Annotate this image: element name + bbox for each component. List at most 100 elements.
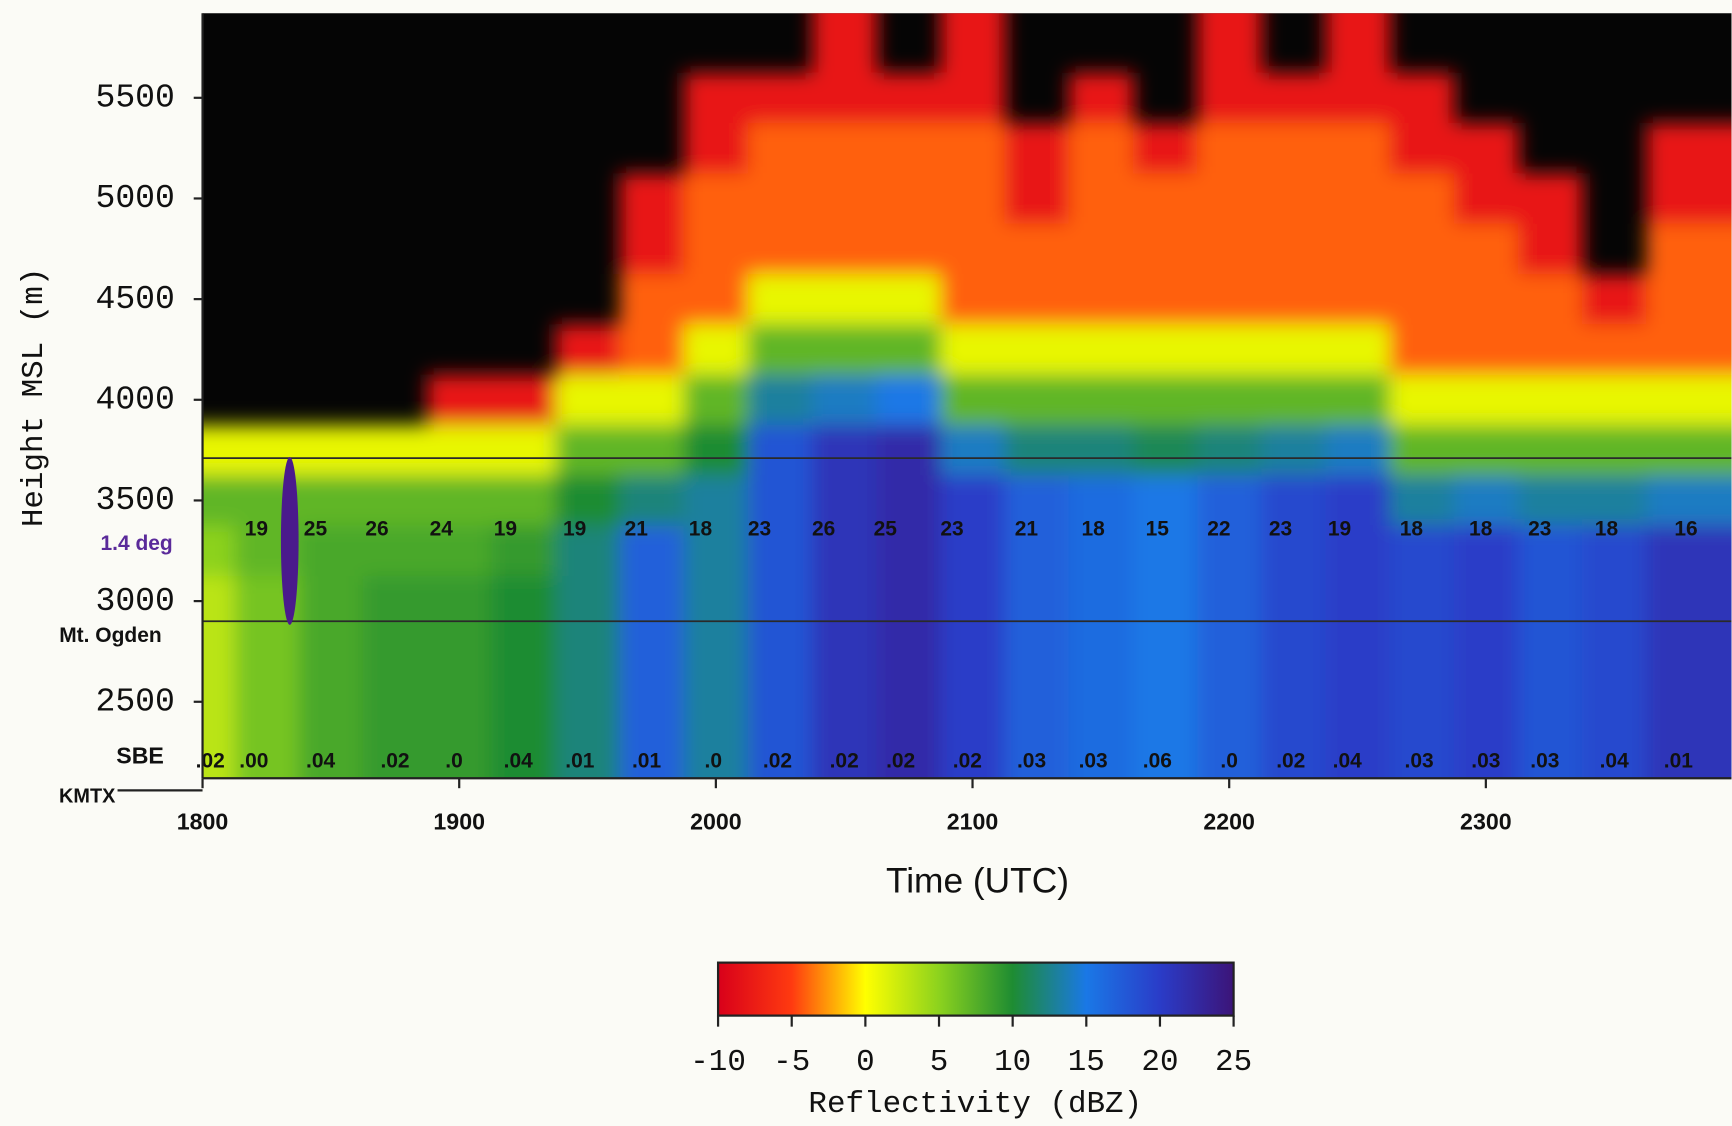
- heatmap-cell: [683, 324, 750, 376]
- heatmap-cell: [1261, 324, 1327, 376]
- heatmap-cell: [1068, 676, 1135, 729]
- heatmap-cell: [812, 273, 878, 326]
- heatmap-cell: [812, 324, 878, 376]
- heatmap-cell: [747, 223, 814, 276]
- x-axis-title: Time (UTC): [886, 861, 1069, 900]
- heatmap-cell: [747, 374, 814, 427]
- heatmap-cell: [1325, 72, 1391, 125]
- heatmap-cell: [619, 273, 685, 326]
- heatmap-cell: [1004, 374, 1070, 427]
- heatmap-cell: [1132, 575, 1199, 628]
- heatmap-cell: [1389, 676, 1455, 729]
- heatmap-cell: [1325, 122, 1391, 175]
- heatmap-cell: [1132, 626, 1199, 678]
- heatmap-cell: [747, 122, 814, 175]
- heatmap-cell: [1646, 324, 1732, 376]
- annotation-value: .02: [953, 749, 982, 772]
- heatmap-cell: [1261, 525, 1327, 578]
- heatmap-cell: [619, 676, 685, 729]
- beam-marker: [280, 457, 299, 625]
- heatmap-cell: [491, 374, 557, 427]
- colorbar-tick-label: 20: [1141, 1045, 1178, 1080]
- heatmap-cell: [812, 173, 878, 225]
- colorbar-tick-label: 5: [930, 1045, 949, 1080]
- heatmap-cell: [1004, 575, 1070, 628]
- heatmap-cell: [940, 575, 1006, 628]
- heatmap-cell: [876, 122, 942, 175]
- annotation-value: .03: [1017, 749, 1046, 772]
- heatmap: [202, 13, 1732, 779]
- annotation-value: .0: [705, 749, 723, 772]
- annotation-value: .04: [1600, 749, 1629, 772]
- heatmap-cell: [427, 424, 493, 477]
- heatmap-cell: [1325, 374, 1391, 427]
- heatmap-cell: [1197, 424, 1263, 477]
- heatmap-cell: [1068, 173, 1135, 225]
- heatmap-cell: [491, 475, 557, 527]
- x-tick-label: 2300: [1460, 809, 1512, 835]
- heatmap-cell: [1389, 374, 1455, 427]
- heatmap-cell: [1389, 726, 1455, 779]
- heatmap-cell: [1389, 122, 1455, 175]
- heatmap-cell: [876, 273, 942, 326]
- heatmap-cell: [1004, 273, 1070, 326]
- heatmap-cell: [1646, 374, 1732, 427]
- heatmap-cell: [491, 424, 557, 477]
- heatmap-cell: [1325, 223, 1391, 276]
- annotation-value: 23: [748, 517, 771, 540]
- annotation-value: 23: [1269, 517, 1292, 540]
- heatmap-cell: [812, 726, 878, 779]
- heatmap-cell: [1517, 424, 1584, 477]
- heatmap-cell: [812, 676, 878, 729]
- heatmap-cell: [1197, 676, 1263, 729]
- heatmap-cell: [298, 475, 365, 527]
- heatmap-cell: [1132, 475, 1199, 527]
- heatmap-cell: [940, 324, 1006, 376]
- heatmap-cell: [1261, 475, 1327, 527]
- annotation-row-label: 1.4 deg: [100, 532, 172, 555]
- heatmap-cell: [683, 122, 750, 175]
- annotation-value: 25: [874, 517, 898, 540]
- heatmap-cell: [1068, 324, 1135, 376]
- annotation-row-label: SBE: [116, 742, 164, 768]
- heatmap-cell: [683, 626, 750, 678]
- heatmap-cell: [1197, 72, 1263, 125]
- heatmap-cell: [940, 122, 1006, 175]
- annotation-value: 26: [812, 517, 835, 540]
- heatmap-cell: [683, 726, 750, 779]
- heatmap-cell: [812, 13, 878, 74]
- heatmap-cell: [362, 626, 429, 678]
- heatmap-cell: [1004, 676, 1070, 729]
- heatmap-cell: [1389, 424, 1455, 477]
- annotation-value: 22: [1207, 517, 1230, 540]
- heatmap-cell: [1646, 475, 1732, 527]
- heatmap-cell: [491, 525, 557, 578]
- heatmap-cell: [1261, 424, 1327, 477]
- x-tick-label: 2000: [690, 809, 742, 835]
- heatmap-cell: [619, 626, 685, 678]
- heatmap-cell: [234, 676, 300, 729]
- heatmap-cell: [202, 626, 236, 678]
- heatmap-cell: [427, 374, 493, 427]
- heatmap-cell: [1068, 223, 1135, 276]
- x-tick-label: 2100: [947, 809, 999, 835]
- heatmap-cell: [1068, 374, 1135, 427]
- heatmap-cell: [555, 726, 621, 779]
- heatmap-cell: [1197, 223, 1263, 276]
- heatmap-cell: [362, 575, 429, 628]
- heatmap-cell: [1389, 173, 1455, 225]
- heatmap-cell: [1646, 122, 1732, 175]
- heatmap-cell: [1517, 575, 1584, 628]
- heatmap-cell: [940, 475, 1006, 527]
- annotation-value: 15: [1146, 517, 1170, 540]
- heatmap-cell: [1517, 324, 1584, 376]
- annotation-value: 23: [940, 517, 963, 540]
- heatmap-cell: [1646, 525, 1732, 578]
- heatmap-cell: [683, 525, 750, 578]
- heatmap-cell: [876, 676, 942, 729]
- heatmap-cell: [747, 324, 814, 376]
- heatmap-cell: [619, 324, 685, 376]
- heatmap-cell: [1004, 424, 1070, 477]
- heatmap-cell: [940, 13, 1006, 74]
- heatmap-cell: [1325, 13, 1391, 74]
